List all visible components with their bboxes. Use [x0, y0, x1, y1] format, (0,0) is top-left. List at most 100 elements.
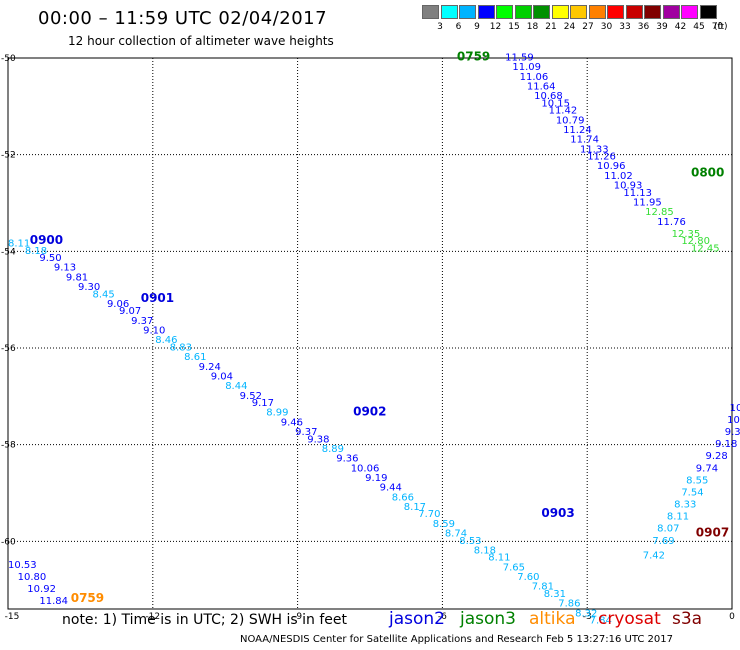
- wave-height-reading: 8.74: [445, 529, 467, 540]
- legend-swatch: [477, 5, 495, 19]
- wave-height-reading: 11.09: [512, 62, 541, 73]
- legend-swatch: [533, 5, 550, 19]
- satellite-cryosat: cryosat: [598, 609, 661, 629]
- legend-swatch: [607, 5, 624, 19]
- wave-height-reading: 10.96: [597, 161, 626, 172]
- wave-height-reading: 9.37: [725, 427, 740, 438]
- legend-label: 12: [489, 22, 502, 32]
- wave-height-reading: 11.42: [549, 106, 578, 117]
- wave-height-reading: 8.11: [488, 553, 510, 564]
- legend-swatch: [496, 5, 513, 19]
- wave-height-reading: 9.36: [336, 454, 358, 465]
- lat-tick-label: -58: [1, 441, 16, 451]
- legend-label: 24: [563, 22, 576, 32]
- wave-height-reading: 11.13: [623, 188, 652, 199]
- wave-height-reading: 7.70: [418, 509, 440, 520]
- wave-height-reading: 9.52: [240, 391, 262, 402]
- wave-height-reading: 12.80: [681, 236, 710, 247]
- wave-height-reading: 9.37: [295, 427, 317, 438]
- page-title: 00:00 – 11:59 UTC 02/04/2017: [38, 8, 328, 29]
- legend-swatch: [588, 5, 606, 19]
- wave-height-reading: 7.86: [558, 599, 580, 610]
- legend-label: 21: [545, 22, 557, 32]
- legend-label: 9: [474, 22, 480, 32]
- wave-height-reading: 8.66: [392, 492, 414, 503]
- wave-height-reading: 9.38: [307, 434, 329, 445]
- wave-height-reading: 8.55: [686, 475, 708, 486]
- wave-height-reading: 8.59: [433, 519, 455, 530]
- lon-tick-label: -15: [5, 612, 20, 622]
- wave-height-reading: 9.19: [365, 473, 387, 484]
- legend-label: 30: [600, 22, 613, 32]
- wave-height-reading: 8.61: [184, 352, 206, 363]
- pass-time-label: 0901: [141, 291, 174, 305]
- legend-swatch: [514, 5, 532, 19]
- wave-height-reading: 9.30: [78, 282, 100, 293]
- legend-label: 39: [656, 22, 668, 32]
- legend-swatch: [459, 5, 476, 19]
- legend-label: 70: [711, 22, 724, 32]
- wave-height-reading: 12.45: [691, 243, 720, 254]
- legend-label: 36: [637, 22, 650, 32]
- legend-label: 42: [674, 22, 687, 32]
- pass-time-label: 0902: [353, 405, 386, 419]
- wave-height-reading: 11.74: [570, 135, 599, 146]
- color-scale-legend: 3 6 9 12 15 18 21 24 27 30 33 36 39 42 45 70 (ft): [422, 5, 730, 33]
- wave-height-reading: 8.33: [674, 500, 696, 511]
- lon-tick-label: 0: [729, 612, 735, 622]
- legend-label: 6: [455, 22, 462, 32]
- wave-height-reading: 11.64: [527, 81, 556, 92]
- lat-tick-label: -56: [1, 344, 16, 354]
- wave-height-reading: 11.95: [633, 197, 662, 208]
- wave-height-reading: 12.35: [672, 229, 701, 240]
- legend-swatch: [422, 5, 439, 19]
- wave-height-reading: 8.44: [225, 381, 247, 392]
- lat-tick-label: -60: [1, 537, 16, 547]
- wave-height-reading: 11.02: [604, 171, 633, 182]
- plot-frame: [7, 57, 733, 610]
- axis-ticks: -15 -12 -9 -6 -3 0 -50 -52 -54 -56 -58 -60: [1, 54, 735, 622]
- pass-time-label: 0907: [696, 526, 729, 540]
- satellite-altika: altika: [529, 609, 576, 629]
- legend-swatch: [625, 5, 643, 19]
- wave-height-reading: 8.31: [544, 589, 566, 600]
- wave-height-reading: 9.37: [131, 316, 153, 327]
- wave-height-reading: 7.54: [681, 487, 703, 498]
- legend-swatch: [570, 5, 587, 19]
- pass-time-label: 0800: [691, 165, 724, 179]
- wave-height-reading: 10.06: [351, 463, 380, 474]
- wave-height-reading: 9.04: [211, 371, 233, 382]
- wave-height-reading: 10.27: [730, 403, 740, 414]
- legend-label: 33: [619, 22, 631, 32]
- lat-tick-label: -54: [1, 247, 16, 257]
- wave-height-reading: 9.81: [66, 272, 88, 283]
- wave-height-reading: 8.32: [575, 608, 597, 619]
- pass-time-label: 0759: [71, 591, 104, 605]
- wave-height-reading: 11.26: [587, 152, 616, 163]
- pass-time-label: 0759: [457, 49, 490, 63]
- wave-height-reading: 10.53: [8, 560, 37, 571]
- wave-height-reading: 8.11: [667, 512, 689, 523]
- footer-credit: NOAA/NESDIS Center for Satellite Applica…: [240, 634, 673, 645]
- wave-height-reading: 11.59: [505, 52, 534, 63]
- wave-height-reading: 10.05: [727, 415, 740, 426]
- satellite-s3a: s3a: [672, 609, 703, 629]
- wave-height-reading: 8.07: [657, 524, 679, 535]
- pass-time-label: 0900: [30, 233, 63, 247]
- pass-time-label: 0903: [541, 506, 574, 520]
- legend-label: 18: [526, 22, 539, 32]
- wave-height-reading: 9.07: [119, 306, 141, 317]
- footer-note: note: 1) Time is in UTC; 2) SWH is in fe…: [62, 612, 348, 628]
- lon-tick-label: -9: [293, 612, 302, 622]
- satellite-jason3: jason3: [460, 609, 516, 629]
- wave-height-reading: 7.60: [517, 572, 539, 583]
- lat-tick-label: -52: [1, 151, 16, 161]
- wave-height-reading: 9.18: [715, 439, 737, 450]
- wave-height-reading: 8.45: [92, 289, 114, 300]
- wave-height-reading: 10.79: [556, 115, 585, 126]
- wave-height-reading: 8.18: [25, 246, 47, 257]
- satellite-jason2: jason2: [389, 609, 445, 629]
- lat-tick-label: -50: [1, 54, 16, 64]
- track-readings: 11.5911.0911.0611.6410.6810.1511.4210.79…: [8, 49, 740, 626]
- wave-height-reading: 7.69: [652, 536, 674, 547]
